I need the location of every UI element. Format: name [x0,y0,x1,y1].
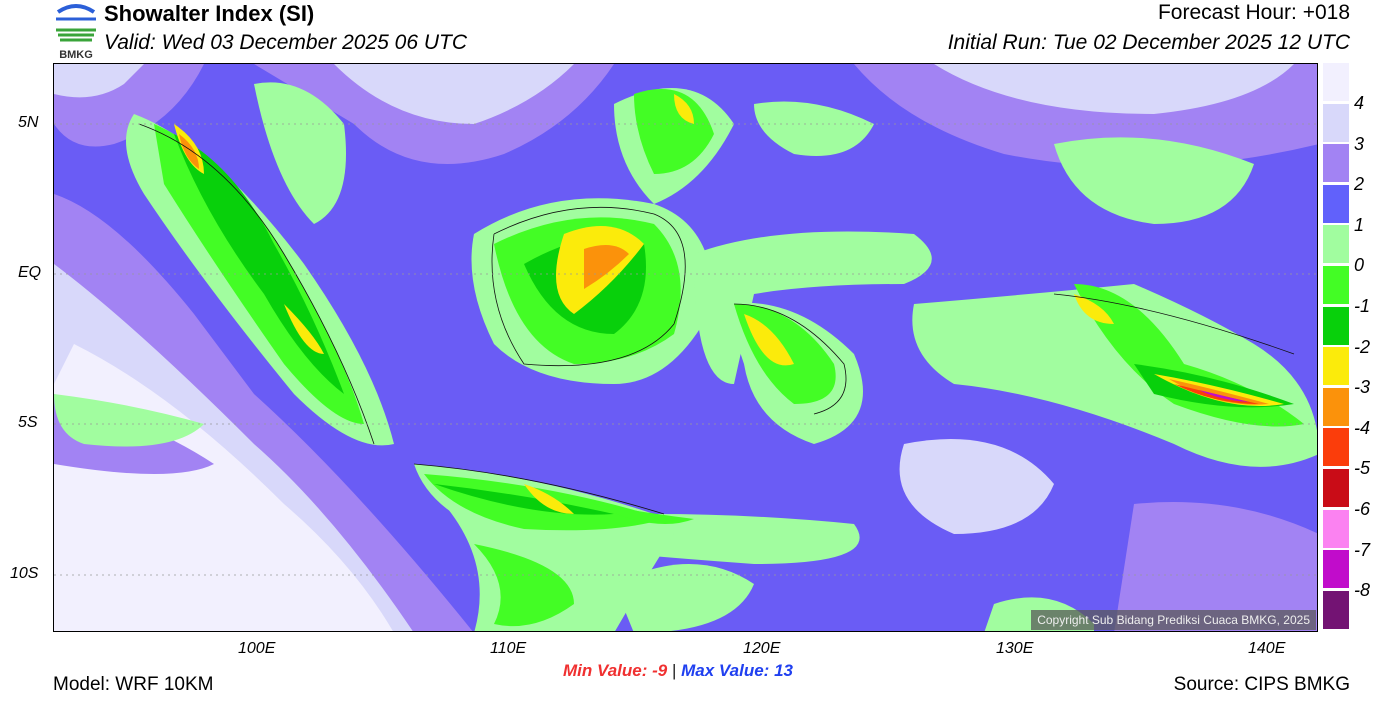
colorbar-label: -4 [1354,417,1371,438]
colorbar-label: 2 [1354,174,1365,195]
forecast-hour: Forecast Hour: +018 [1157,1,1350,24]
colorbar-label: -3 [1354,377,1371,398]
colorbar-label: -6 [1354,499,1371,519]
colorbar-swatch [1323,184,1349,223]
initial-run: Initial Run: Tue 02 December 2025 12 UTC [947,31,1350,54]
lon-label-120e: 120E [743,640,781,657]
lat-label-10s: 10S [10,565,39,582]
bmkg-logo: BMKG [52,2,100,61]
colorbar-swatch [1323,428,1349,467]
colorbar-label: -8 [1354,580,1371,601]
max-value: 13 [774,661,793,680]
colorbar-swatch [1323,590,1349,629]
colorbar-swatch [1323,144,1349,183]
min-max-values: Min Value: -9 | Max Value: 13 [563,661,793,681]
valid-time: Valid: Wed 03 December 2025 06 UTC [104,31,468,54]
colorbar-label: 4 [1354,93,1365,113]
colorbar-swatch [1323,469,1349,507]
colorbar-label: 1 [1354,214,1365,235]
lat-label-eq: EQ [18,264,42,281]
lon-label-130e: 130E [996,640,1034,657]
showalter-index-map [53,63,1318,632]
colorbar-label: -1 [1354,296,1371,316]
lon-label-100e: 100E [238,640,276,657]
min-value: -9 [652,661,668,680]
min-label: Min Value: [563,661,648,680]
max-label: Max Value: [681,661,770,680]
colorbar-swatch [1323,63,1349,101]
colorbar-label: -7 [1354,539,1371,560]
lon-label-110e: 110E [490,640,527,657]
lat-label-5s: 5S [18,414,38,431]
colorbar-swatch [1323,387,1349,426]
colorbar-swatch [1323,347,1349,386]
colorbar-label: -5 [1354,458,1371,479]
copyright-notice: Copyright Sub Bidang Prediksi Cuaca BMKG… [1031,610,1316,630]
svg-text:BMKG: BMKG [59,49,93,60]
colorbar-swatch [1323,266,1349,304]
lon-label-140e: 140E [1248,640,1286,657]
colorbar-swatch [1323,103,1349,142]
colorbar-swatch [1323,306,1349,345]
colorbar-swatch [1323,550,1349,589]
chart-title: Showalter Index (SI) [104,1,315,26]
lat-label-5n: 5N [18,114,39,131]
separator: | [671,661,677,680]
colorbar-label: -2 [1354,336,1371,357]
colorbar-swatch [1323,509,1349,548]
source-info: Source: CIPS BMKG [1173,674,1350,695]
colorbar-label: 3 [1354,133,1365,154]
colorbar-label: 0 [1354,255,1365,276]
model-info: Model: WRF 10KM [53,674,214,695]
colorbar-swatch [1323,225,1349,264]
